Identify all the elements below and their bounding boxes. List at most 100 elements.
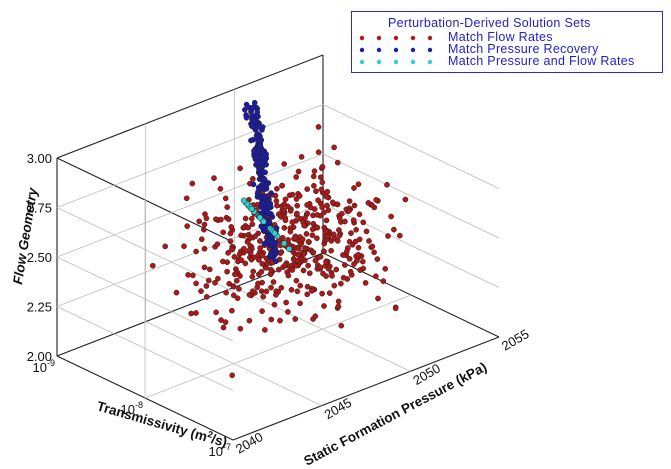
data-point-match-flow-rates bbox=[236, 251, 243, 258]
legend-marker-pressure-recovery bbox=[359, 47, 433, 53]
tick-label-pressure: 2040 bbox=[233, 429, 266, 456]
data-point-match-flow-rates bbox=[273, 292, 279, 298]
data-point-match-flow-rates bbox=[303, 231, 310, 237]
data-point-match-flow-rates bbox=[317, 253, 324, 260]
data-point-match-flow-rates bbox=[245, 224, 252, 231]
data-point-match-flow-rates bbox=[335, 303, 342, 310]
legend-dot bbox=[410, 35, 416, 41]
data-point-match-pressure-recovery bbox=[268, 190, 274, 196]
data-point-match-flow-rates bbox=[271, 301, 278, 308]
legend-dot bbox=[427, 59, 433, 65]
data-point-match-pressure-recovery bbox=[243, 114, 250, 121]
data-point-match-flow-rates bbox=[277, 317, 283, 324]
data-point-match-flow-rates bbox=[282, 217, 289, 224]
data-point-match-flow-rates bbox=[211, 175, 217, 181]
data-point-match-flow-rates bbox=[285, 309, 291, 315]
legend-marker-pressure-and-flow bbox=[359, 59, 433, 65]
tick-label-flow-geometry: 2.75 bbox=[27, 201, 52, 216]
data-point-match-pressure-recovery bbox=[268, 251, 274, 258]
data-point-match-flow-rates bbox=[373, 273, 379, 280]
data-point-match-flow-rates bbox=[238, 232, 244, 239]
data-point-match-flow-rates bbox=[346, 207, 352, 214]
data-point-match-flow-rates bbox=[309, 232, 316, 239]
data-point-match-flow-rates bbox=[259, 252, 265, 259]
data-point-match-flow-rates bbox=[241, 245, 247, 252]
data-point-match-flow-rates bbox=[294, 288, 301, 295]
data-point-match-flow-rates bbox=[300, 251, 307, 257]
data-point-match-flow-rates bbox=[336, 227, 342, 233]
data-point-match-flow-rates bbox=[230, 283, 237, 290]
data-point-match-pressure-recovery bbox=[269, 214, 276, 220]
data-point-match-flow-rates bbox=[374, 256, 381, 262]
tick-label-transmissivity: 10-7 bbox=[209, 442, 231, 459]
data-point-match-pressure-recovery bbox=[256, 166, 262, 172]
data-point-match-flow-rates bbox=[293, 277, 300, 284]
data-point-match-flow-rates bbox=[285, 272, 292, 279]
data-point-match-flow-rates bbox=[213, 216, 219, 223]
data-point-match-flow-rates bbox=[255, 257, 262, 263]
box-edge bbox=[56, 54, 324, 159]
data-point-match-flow-rates bbox=[289, 191, 296, 198]
data-point-match-flow-rates bbox=[304, 210, 311, 217]
data-point-match-flow-rates bbox=[244, 239, 251, 245]
data-point-match-flow-rates bbox=[149, 262, 156, 269]
data-point-match-flow-rates bbox=[289, 219, 296, 225]
data-point-match-flow-rates bbox=[360, 265, 367, 272]
data-point-match-flow-rates bbox=[205, 277, 212, 284]
gridline bbox=[56, 153, 324, 258]
data-point-match-flow-rates bbox=[218, 216, 224, 223]
data-point-match-pressure-recovery bbox=[242, 106, 248, 113]
data-point-match-flow-rates bbox=[173, 289, 180, 296]
data-point-match-flow-rates bbox=[292, 316, 299, 322]
data-point-match-pressure-recovery bbox=[261, 206, 267, 212]
data-point-match-flow-rates bbox=[289, 267, 296, 273]
data-point-match-flow-rates bbox=[213, 309, 219, 316]
data-point-match-flow-rates bbox=[203, 294, 210, 300]
data-point-match-flow-rates bbox=[334, 159, 341, 166]
data-point-match-flow-rates bbox=[248, 256, 255, 263]
data-point-match-flow-rates bbox=[229, 307, 235, 314]
data-point-match-flow-rates bbox=[287, 228, 294, 235]
data-point-match-flow-rates bbox=[257, 238, 263, 244]
data-point-match-flow-rates bbox=[396, 232, 403, 239]
data-point-match-flow-rates bbox=[355, 181, 362, 188]
data-point-match-flow-rates bbox=[193, 280, 199, 287]
data-point-match-flow-rates bbox=[246, 291, 253, 298]
data-point-match-flow-rates bbox=[237, 273, 243, 279]
legend-dot bbox=[376, 35, 382, 41]
data-point-match-pressure-and-flow-rates bbox=[256, 214, 263, 221]
data-point-match-flow-rates bbox=[341, 262, 348, 268]
data-point-match-flow-rates bbox=[319, 290, 325, 297]
data-point-match-flow-rates bbox=[310, 173, 317, 180]
data-point-match-flow-rates bbox=[268, 266, 274, 273]
data-point-match-flow-rates bbox=[391, 226, 397, 233]
data-point-match-pressure-recovery bbox=[250, 181, 257, 188]
data-point-match-flow-rates bbox=[342, 218, 348, 225]
data-point-match-flow-rates bbox=[229, 372, 236, 379]
data-point-match-flow-rates bbox=[363, 228, 370, 235]
data-point-match-flow-rates bbox=[301, 222, 307, 229]
data-point-match-flow-rates bbox=[320, 248, 327, 255]
data-point-match-flow-rates bbox=[300, 267, 307, 274]
data-point-match-flow-rates bbox=[321, 303, 327, 309]
data-point-match-flow-rates bbox=[223, 289, 229, 296]
data-point-match-pressure-recovery bbox=[250, 105, 256, 111]
data-point-match-flow-rates bbox=[353, 226, 359, 233]
gridline bbox=[322, 104, 500, 189]
data-point-match-flow-rates bbox=[355, 251, 362, 258]
data-point-match-flow-rates bbox=[250, 268, 257, 275]
data-point-match-flow-rates bbox=[318, 186, 325, 193]
legend-dot bbox=[376, 59, 382, 65]
data-point-match-flow-rates bbox=[262, 327, 268, 333]
data-point-match-flow-rates bbox=[304, 291, 311, 298]
data-point-match-flow-rates bbox=[288, 286, 295, 293]
gridline bbox=[56, 104, 324, 208]
tick-label-flow-geometry: 2.50 bbox=[27, 250, 52, 265]
data-point-match-flow-rates bbox=[336, 232, 343, 239]
data-point-match-flow-rates bbox=[189, 180, 196, 187]
data-point-match-flow-rates bbox=[352, 238, 359, 245]
data-point-match-flow-rates bbox=[310, 220, 317, 227]
data-point-match-flow-rates bbox=[338, 322, 345, 329]
data-point-match-flow-rates bbox=[236, 286, 242, 292]
